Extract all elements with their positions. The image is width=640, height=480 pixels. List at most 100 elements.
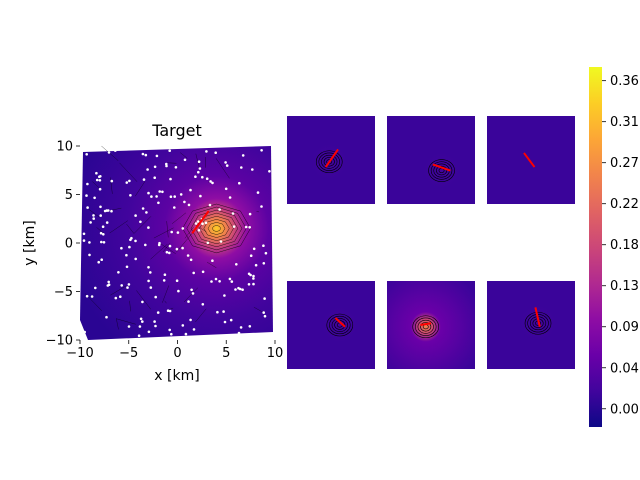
x-axis-label: x [km]	[154, 368, 199, 384]
station-point	[219, 240, 223, 243]
station-point	[120, 284, 123, 287]
station-point	[170, 230, 173, 234]
contour-segment	[96, 227, 104, 234]
station-point	[107, 209, 110, 212]
station-point	[262, 311, 266, 314]
target-heatmap	[80, 146, 273, 340]
contour-segment	[215, 158, 230, 179]
station-point	[149, 271, 152, 274]
contour-segment	[160, 243, 176, 255]
contour-line	[315, 150, 343, 174]
station-point	[189, 258, 193, 262]
station-point	[240, 166, 243, 169]
station-point	[145, 211, 148, 214]
colorbar-gradient	[589, 67, 602, 427]
station-point	[196, 220, 200, 223]
station-point	[197, 160, 201, 163]
station-point	[228, 277, 232, 281]
contour-segment	[110, 285, 127, 296]
station-point	[102, 233, 105, 236]
station-point	[147, 266, 150, 269]
contour-line	[323, 157, 335, 167]
station-point	[99, 205, 102, 209]
x-tick-label: −10	[66, 346, 93, 361]
station-point	[199, 194, 202, 198]
station-point	[158, 241, 161, 245]
station-point	[156, 311, 160, 314]
station-point	[260, 149, 263, 152]
station-point	[154, 295, 157, 299]
contour-segment	[184, 226, 194, 239]
station-point	[165, 250, 169, 254]
contour-segment	[109, 220, 128, 234]
station-point	[254, 263, 258, 267]
station-point	[197, 170, 200, 174]
station-point	[161, 190, 164, 194]
station-point	[214, 277, 218, 281]
station-point	[241, 288, 244, 292]
station-point	[127, 325, 131, 328]
station-point	[110, 209, 113, 213]
station-point	[222, 310, 225, 313]
station-point	[95, 178, 99, 182]
prediction-panel-top-2	[387, 116, 475, 204]
contour-line	[329, 315, 351, 335]
contour-line	[527, 314, 549, 333]
station-point	[234, 288, 237, 291]
station-point	[154, 324, 157, 328]
station-point	[211, 259, 214, 263]
station-point	[169, 195, 173, 198]
station-point	[249, 254, 253, 257]
prediction-heatmap	[487, 116, 575, 204]
x-tick-label: 0	[173, 346, 181, 361]
colorbar-tick-label: 0.22	[610, 197, 639, 212]
station-point	[94, 286, 97, 290]
station-point	[141, 300, 144, 304]
colorbar-tick-label: 0.09	[610, 320, 639, 335]
station-point	[157, 201, 160, 205]
prediction-arrow	[334, 317, 346, 328]
station-point	[223, 294, 226, 297]
station-point	[120, 246, 123, 250]
contour-segment	[195, 308, 207, 323]
station-point	[93, 196, 96, 200]
colorbar-tick-label: 0.00	[610, 402, 639, 417]
station-point	[218, 280, 221, 283]
contour-segment	[171, 212, 187, 224]
station-point	[201, 270, 205, 274]
contour-segment	[150, 243, 168, 260]
station-point	[125, 181, 129, 184]
station-point	[183, 200, 186, 204]
station-point	[181, 246, 184, 250]
colorbar-tick-label: 0.36	[610, 74, 639, 89]
station-point	[85, 153, 88, 156]
contour-line	[190, 209, 243, 248]
station-point	[264, 251, 268, 255]
station-point	[252, 277, 255, 280]
station-point	[225, 164, 229, 167]
prediction-heatmap	[387, 281, 475, 369]
station-point	[190, 288, 193, 292]
station-point	[184, 332, 188, 336]
station-point	[88, 253, 91, 257]
station-point	[153, 165, 157, 169]
station-point	[201, 175, 204, 179]
station-point	[134, 214, 137, 217]
station-point	[228, 196, 232, 199]
station-point	[175, 279, 179, 283]
station-point	[247, 272, 251, 276]
station-point	[210, 280, 213, 283]
prediction-heatmap	[487, 281, 575, 369]
contour-segment	[133, 216, 152, 234]
station-point	[174, 166, 178, 169]
prediction-arrow	[534, 307, 541, 327]
contour-segment	[180, 152, 188, 159]
contour-line	[318, 152, 340, 171]
contour-line	[186, 206, 247, 251]
x-tick-label: −5	[119, 346, 138, 361]
station-point	[97, 260, 100, 264]
station-point	[169, 177, 172, 181]
station-point	[139, 220, 142, 224]
station-point	[153, 320, 156, 323]
y-tick-label: −10	[46, 334, 73, 349]
